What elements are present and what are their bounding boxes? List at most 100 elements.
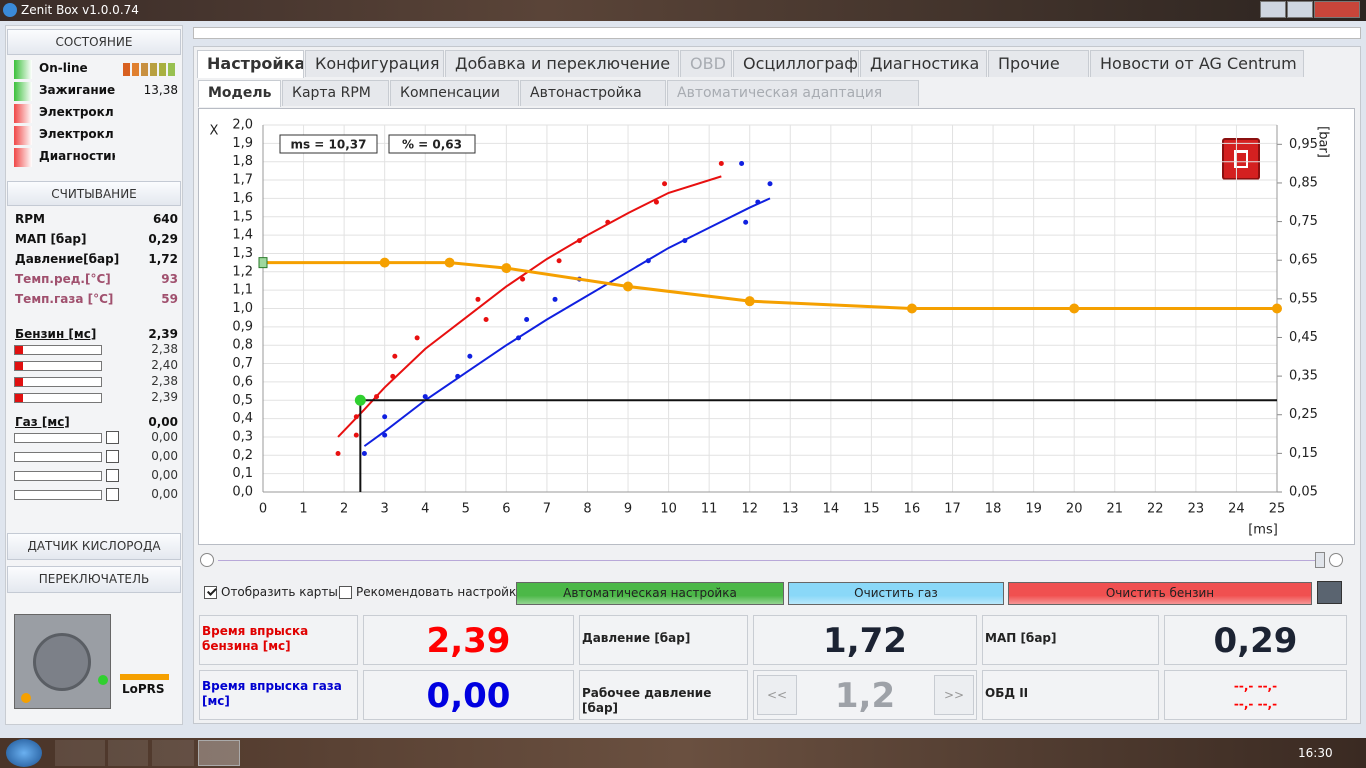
tab[interactable]: Автонастройка [520,80,666,106]
section-header[interactable]: ДАТЧИК КИСЛОРОДА [7,533,181,560]
y-tick-label: 0,1 [232,466,253,481]
data-point [335,450,341,456]
zoom-slider[interactable] [198,550,1348,570]
switch-image [14,614,111,709]
gauge-label-cell [982,670,1159,720]
injector-value: 2,39 [151,390,178,404]
action-button[interactable]: Очистить бензин [1008,582,1312,605]
zoom-in[interactable] [1329,553,1343,567]
clock: 16:30 [1298,746,1333,760]
y-tick-label: 0,8 [232,338,253,353]
zoom-out[interactable] [200,553,214,567]
injector-value: 0,00 [151,468,178,482]
tab[interactable]: Диагностика [860,50,987,77]
reading-label: Темп.газа [°C] [15,292,114,306]
injector-total: 0,00 [148,415,178,429]
tab[interactable]: Новости от AG Centrum [1090,50,1304,77]
gauge-value: 1,72 [823,621,907,661]
injector-fill [15,362,23,370]
tab[interactable]: Карта RPM [282,80,389,106]
slider-thumb[interactable] [1315,552,1325,568]
x-tick-label: 6 [502,502,510,517]
data-point [467,353,473,359]
injector-bar [14,393,102,403]
section-header[interactable]: СОСТОЯНИЕ [7,29,181,55]
status-indicator [14,82,32,101]
data-point [475,296,481,302]
section-header[interactable]: ПЕРЕКЛЮЧАТЕЛЬ [7,566,181,593]
start-button[interactable] [6,739,42,767]
step-button[interactable]: >> [934,675,974,715]
taskbar-app[interactable] [55,740,105,766]
series-line [337,175,722,438]
data-point [520,276,526,282]
y-tick-label: 1,1 [232,283,253,298]
gauge-value: --,- --,- [1233,679,1278,693]
section-header[interactable]: СЧИТЫВАНИЕ [7,181,181,206]
gauge-value-cell: 2,39 [363,615,574,665]
action-button[interactable]: Автоматическая настройка [516,582,784,605]
data-point [744,296,755,307]
mode-bar [120,674,169,680]
x-tick-label: 20 [1066,502,1083,517]
reading-value: 1,72 [148,252,178,266]
step-button[interactable]: << [757,675,797,715]
y-tick-label: 1,3 [232,246,253,261]
settings-button[interactable] [1317,581,1342,604]
data-point [382,432,388,438]
data-point [718,161,724,167]
x-tick-label: 1 [299,502,307,517]
injector-fill [15,346,23,354]
tab[interactable]: Прочие [988,50,1089,77]
data-point [524,317,530,323]
clear-chart-button[interactable] [1222,138,1260,180]
checkbox[interactable] [204,585,217,599]
switch-knob[interactable] [33,633,91,691]
gauge-label-cell [982,615,1159,665]
injector-checkbox[interactable] [106,431,119,444]
tab[interactable]: Добавка и переключение [445,50,679,77]
tab[interactable]: Компенсации [390,80,519,106]
status-label: Электрокл [39,105,114,119]
data-point [662,181,668,187]
switch-led [21,693,31,703]
data-point [501,263,512,274]
tab[interactable]: Модель [198,80,281,107]
taskbar-app-active[interactable] [198,740,240,766]
checkbox[interactable] [339,586,352,599]
injector-checkbox[interactable] [106,488,119,501]
tab[interactable]: Конфигурация [305,50,444,77]
injector-checkbox[interactable] [106,469,119,482]
taskbar-app[interactable] [152,740,194,766]
x-tick-label: 17 [944,502,961,517]
gauge-label: Рабочее давление [бар] [582,686,712,715]
data-point [382,414,388,420]
status-indicator [14,104,32,123]
injector-header: Бензин [мс] [15,327,97,341]
injector-bar [14,377,102,387]
taskbar-app[interactable] [108,740,148,766]
tab[interactable]: Осциллограф [733,50,859,77]
x-tick-label: 10 [660,502,677,517]
series-line [363,197,771,447]
tab[interactable]: Настройка [197,50,304,78]
y-tick-label: 1,6 [232,191,253,206]
taskbar: 16:30 [0,738,1366,768]
x-tick-label: 13 [782,502,799,517]
x-tick-label: 9 [624,502,632,517]
y-tick-label: 0,7 [232,356,253,371]
signal-bar [159,63,166,76]
injector-checkbox[interactable] [106,450,119,463]
close-button[interactable] [1314,1,1360,18]
gauge-label-cell [579,615,748,665]
status-indicator [14,148,32,167]
top-strip [193,27,1361,39]
x-tick-label: 2 [340,502,348,517]
action-button[interactable]: Очистить газ [788,582,1004,605]
status-label: Диагностика [39,149,115,163]
injector-bar [14,490,102,500]
y2-tick-label: 0,95 [1289,137,1318,152]
minimize-button[interactable] [1260,1,1286,18]
maximize-button[interactable] [1287,1,1313,18]
